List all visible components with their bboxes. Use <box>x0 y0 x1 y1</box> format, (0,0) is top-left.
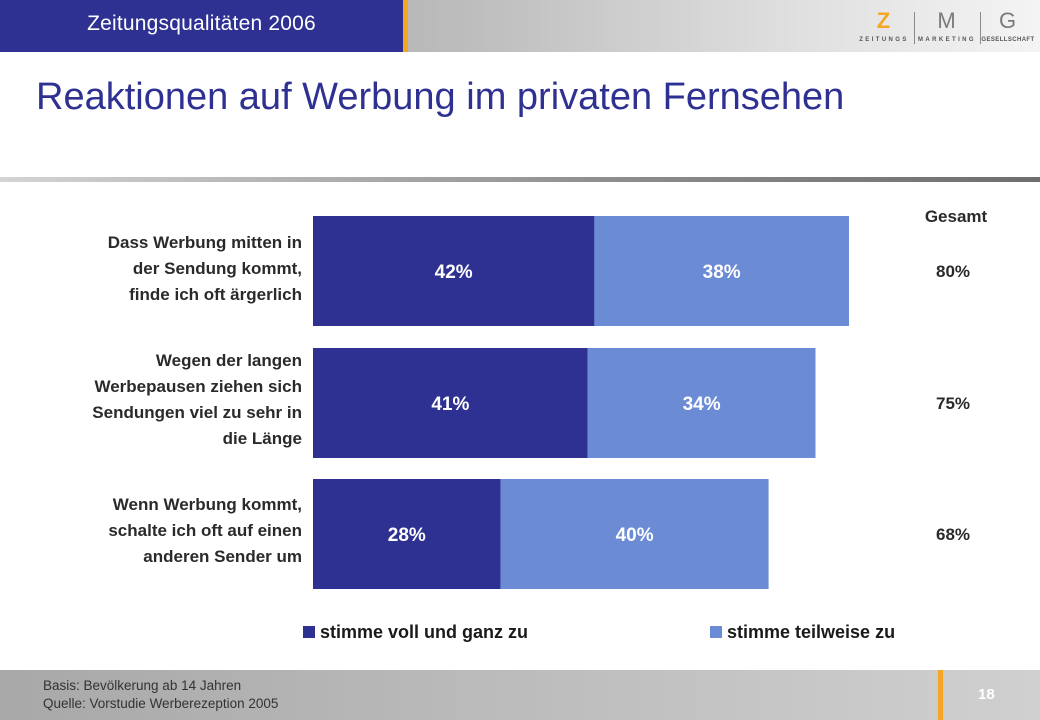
page-title: Reaktionen auf Werbung im privaten Ferns… <box>36 76 845 118</box>
category-label: Wenn Werbung kommt, schalte ich oft auf … <box>12 492 302 570</box>
source-note: Quelle: Vorstudie Werberezeption 2005 <box>43 696 279 711</box>
zmg-logo: Z ZEITUNGS M MARKETING G GESELLSCHAFT <box>855 10 1035 46</box>
basis-note: Basis: Bevölkerung ab 14 Jahren <box>43 678 242 693</box>
bar-segment-partial-agree <box>587 348 816 458</box>
totals-header: Gesamt <box>925 207 988 226</box>
section-title: Zeitungsqualitäten 2006 <box>87 12 316 35</box>
category-label-line: der Sendung kommt, <box>132 259 302 278</box>
total-value-label: 75% <box>936 394 970 413</box>
category-label-line: Wenn Werbung kommt, <box>112 495 302 514</box>
bar-value-label: 40% <box>616 525 654 546</box>
header-accent-bar <box>403 0 408 52</box>
logo-letter-g: G <box>998 8 1018 33</box>
bar-segment-partial-agree <box>594 216 849 326</box>
category-label-line: finde ich oft ärgerlich <box>129 285 302 304</box>
legend-swatch <box>710 626 722 638</box>
section-title-box <box>0 0 403 52</box>
logo-word-marketing: MARKETING <box>918 37 976 43</box>
bar-segment-partial-agree <box>500 479 769 589</box>
bar-value-label: 34% <box>683 394 721 415</box>
logo-letter-m: M <box>937 8 957 33</box>
legend-label: stimme voll und ganz zu <box>320 622 528 642</box>
total-value-label: 80% <box>936 262 970 281</box>
logo-letter-z: Z <box>876 8 892 33</box>
total-value-label: 68% <box>936 525 970 544</box>
logo-divider <box>980 12 981 44</box>
footer-accent-bar <box>938 670 943 720</box>
bar-segment-full-agree <box>313 479 501 589</box>
title-divider <box>0 177 1040 182</box>
bar-segment-full-agree <box>313 216 595 326</box>
legend-label: stimme teilweise zu <box>727 622 895 642</box>
logo-word-zeitungs: ZEITUNGS <box>859 37 909 43</box>
bar-segment-full-agree <box>313 348 588 458</box>
category-label-line: schalte ich oft auf einen <box>108 521 302 540</box>
bar-value-label: 41% <box>431 394 469 415</box>
page-number: 18 <box>978 686 995 703</box>
category-label-line: Sendungen viel zu sehr in <box>92 403 302 422</box>
category-label-line: die Länge <box>222 429 302 448</box>
logo-divider <box>914 12 915 44</box>
bar-value-label: 42% <box>435 262 473 283</box>
logo-word-gesellschaft: GESELLSCHAFT <box>981 37 1035 43</box>
bar-value-label: 38% <box>703 262 741 283</box>
footer-notes: Basis: Bevölkerung ab 14 Jahren Quelle: … <box>43 677 278 713</box>
category-label: Dass Werbung mitten in der Sendung kommt… <box>12 230 302 308</box>
category-label-line: Dass Werbung mitten in <box>107 233 302 252</box>
footer-band <box>0 670 1040 720</box>
category-label-line: Wegen der langen <box>155 351 302 370</box>
category-label-line: anderen Sender um <box>143 547 302 566</box>
legend-swatch <box>303 626 315 638</box>
bar-value-label: 28% <box>388 525 426 546</box>
category-label: Wegen der langen Werbepausen ziehen sich… <box>12 348 302 452</box>
category-label-line: Werbepausen ziehen sich <box>94 377 302 396</box>
